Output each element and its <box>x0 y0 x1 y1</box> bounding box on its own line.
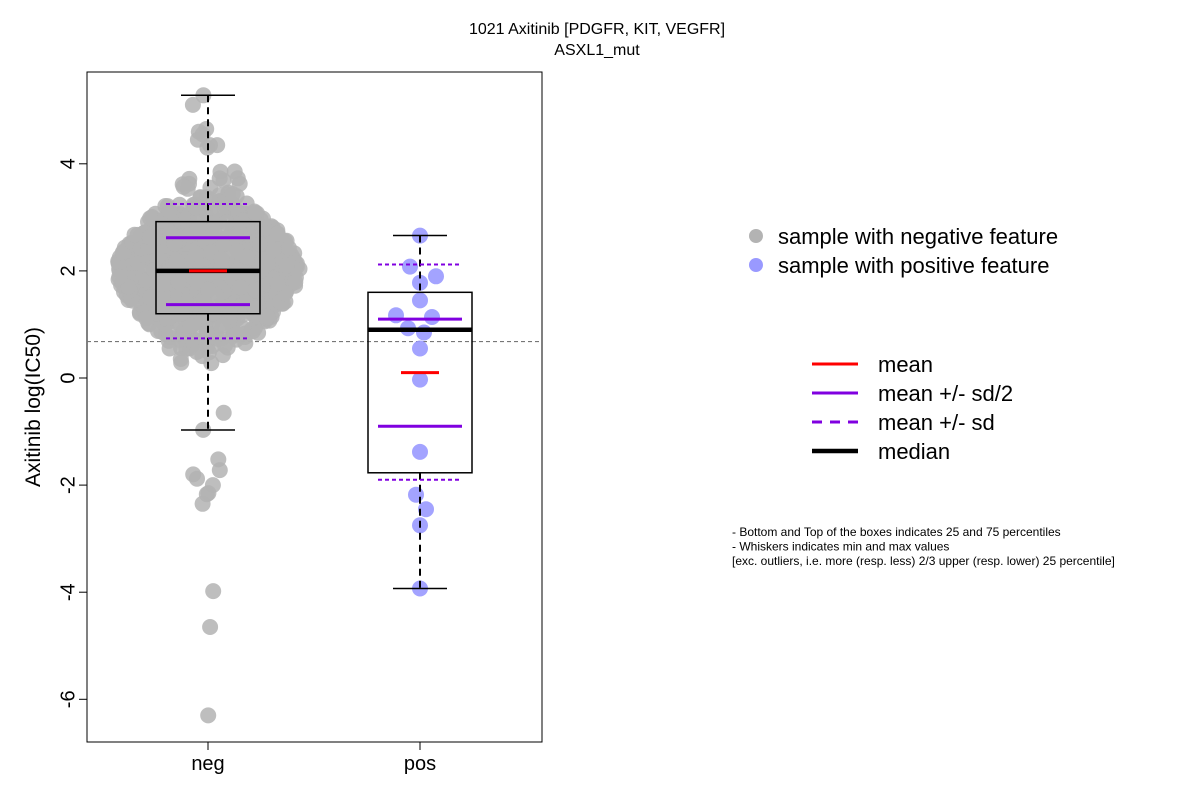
chart-title: 1021 Axitinib [PDGFR, KIT, VEGFR] <box>469 21 725 38</box>
legend-line-label: median <box>878 439 950 464</box>
footnote-text: - Whiskers indicates min and max values <box>732 540 949 554</box>
neg-data-point <box>146 262 162 278</box>
y-tick-label: 2 <box>57 265 79 276</box>
neg-data-point <box>153 300 170 317</box>
y-tick-label: 0 <box>57 372 79 383</box>
neg-data-point <box>126 226 143 243</box>
footnote-text: - Bottom and Top of the boxes indicates … <box>732 525 1061 539</box>
neg-data-point <box>142 210 159 227</box>
pos-data-point <box>412 274 428 291</box>
legend-line-label: mean <box>878 352 933 377</box>
neg-data-point <box>170 274 187 290</box>
neg-data-point <box>229 170 246 187</box>
legend-point-marker <box>749 258 763 272</box>
neg-data-point <box>269 225 286 242</box>
neg-data-point <box>198 324 215 341</box>
pos-data-point <box>418 501 434 518</box>
pos-data-point <box>408 486 424 503</box>
neg-data-point <box>247 204 264 221</box>
neg-data-point <box>238 248 255 265</box>
neg-data-point <box>194 495 211 512</box>
legend-point-marker <box>749 229 763 243</box>
legend-line-label: mean +/- sd <box>878 410 995 435</box>
pos-data-point <box>388 307 404 324</box>
pos-data-point <box>416 324 432 341</box>
legend-point-label: sample with positive feature <box>778 253 1049 278</box>
neg-data-point <box>154 275 171 292</box>
pos-data-point <box>428 268 444 285</box>
neg-data-point <box>189 220 206 237</box>
pos-data-point <box>412 340 428 357</box>
neg-data-point <box>215 236 232 253</box>
neg-data-point <box>171 331 188 348</box>
footnote-text: [exc. outliers, i.e. more (resp. less) 2… <box>732 554 1115 568</box>
y-tick-label: -6 <box>57 690 79 708</box>
y-tick-label: -4 <box>57 583 79 601</box>
neg-data-point <box>250 324 267 341</box>
neg-data-point <box>287 274 304 290</box>
neg-data-point <box>211 170 228 187</box>
neg-data-point <box>138 310 155 327</box>
neg-data-point <box>217 337 233 354</box>
neg-data-point <box>269 275 286 292</box>
x-tick-label: neg <box>191 753 224 775</box>
neg-data-point <box>280 240 297 256</box>
legend-point-label: sample with negative feature <box>778 224 1058 249</box>
pos-data-point <box>412 292 428 309</box>
neg-data-point <box>259 254 276 271</box>
y-tick-label: -2 <box>57 476 79 494</box>
neg-data-point <box>235 320 252 337</box>
x-tick-label: pos <box>404 753 436 775</box>
neg-data-point <box>218 214 235 231</box>
neg-data-point <box>202 191 218 208</box>
neg-data-point <box>278 257 295 274</box>
iqr-box <box>367 291 473 474</box>
neg-data-point <box>211 462 228 479</box>
neg-data-point <box>172 351 189 367</box>
neg-data-point <box>205 583 222 600</box>
neg-data-point <box>206 215 223 232</box>
neg-data-point <box>224 186 241 202</box>
pos-data-point <box>402 258 418 275</box>
neg-data-point <box>189 470 205 487</box>
neg-data-point <box>247 282 264 299</box>
plot-frame <box>86 71 543 743</box>
neg-data-point <box>202 619 219 635</box>
y-axis-label: Axitinib log(IC50) <box>22 327 45 487</box>
y-tick-label: 4 <box>57 158 79 169</box>
neg-data-point <box>265 242 282 258</box>
neg-data-point <box>232 279 249 296</box>
neg-data-point <box>141 229 158 246</box>
neg-data-point <box>246 300 263 316</box>
pos-data-point <box>412 371 428 388</box>
neg-data-point <box>214 317 231 334</box>
neg-data-point <box>187 199 204 216</box>
neg-data-point <box>142 289 159 306</box>
neg-data-point <box>111 268 128 285</box>
neg-data-point <box>188 344 205 360</box>
neg-data-point <box>182 317 199 334</box>
neg-data-point <box>168 253 185 269</box>
neg-data-point <box>184 96 201 113</box>
pos-data-point <box>412 443 428 460</box>
legend-line-label: mean +/- sd/2 <box>878 381 1013 406</box>
neg-data-point <box>200 707 217 724</box>
neg-data-point <box>200 281 217 298</box>
pos-data-point <box>424 309 440 325</box>
neg-data-point <box>188 245 205 262</box>
neg-data-point <box>161 202 178 219</box>
neg-data-point <box>213 251 230 268</box>
iqr-box <box>155 220 261 315</box>
chart-subtitle: ASXL1_mut <box>554 42 640 59</box>
neg-data-point <box>215 404 232 421</box>
neg-data-point <box>259 308 276 325</box>
neg-data-point <box>175 178 192 195</box>
